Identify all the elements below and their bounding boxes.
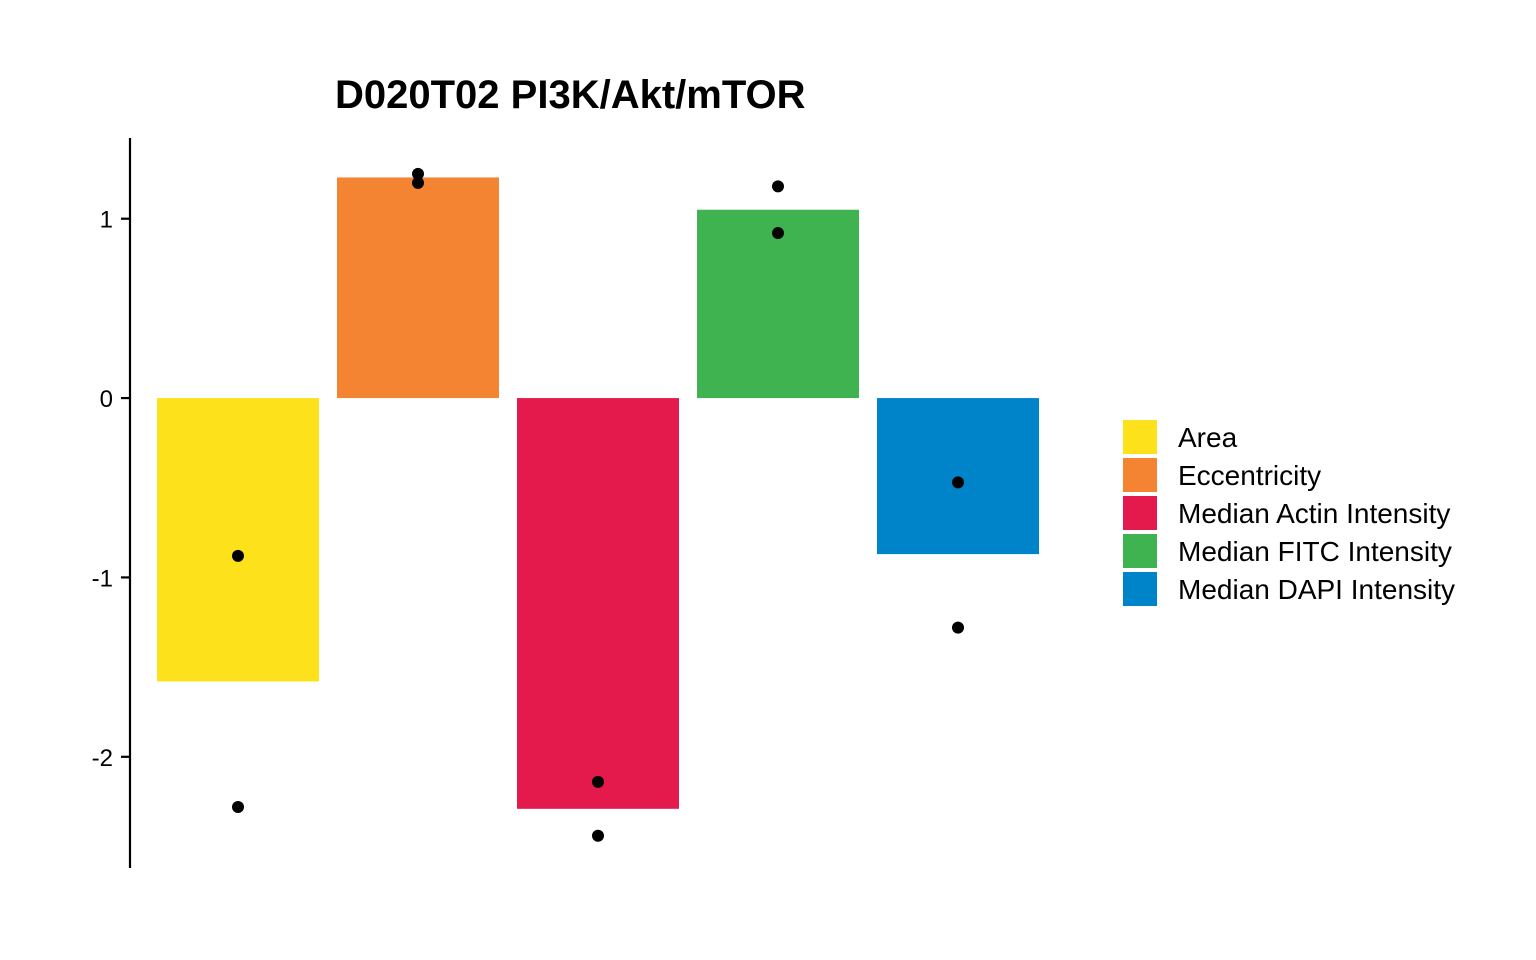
legend-label-eccentricity: Eccentricity (1178, 460, 1321, 491)
bar-median-dapi-intensity (877, 398, 1039, 555)
legend-key-median-actin-intensity (1123, 496, 1157, 530)
y-tick-label: 0 (100, 386, 113, 413)
data-point-median-fitc-intensity-1 (772, 180, 784, 193)
legend-key-eccentricity (1123, 458, 1157, 492)
data-point-median-dapi-intensity-1 (952, 476, 964, 489)
points-group (232, 167, 964, 842)
y-axis: -2 -1 0 1 (92, 138, 132, 868)
bar-area (157, 398, 319, 682)
data-point-median-dapi-intensity-2 (952, 621, 964, 634)
bar-median-fitc-intensity (697, 209, 859, 399)
data-point-area-1 (232, 549, 244, 562)
bars-group (157, 177, 1039, 809)
bar-eccentricity (337, 177, 499, 399)
y-tick-label: -2 (92, 745, 113, 772)
legend: Area Eccentricity Median Actin Intensity Me… (1123, 420, 1455, 606)
data-point-area-2 (232, 801, 244, 814)
bar-median-actin-intensity (517, 398, 679, 809)
legend-key-median-dapi-intensity (1123, 572, 1157, 606)
data-point-eccentricity-1 (412, 167, 424, 180)
chart-title: D020T02 PI3K/Akt/mTOR (335, 73, 806, 117)
legend-key-area (1123, 420, 1157, 454)
legend-label-area: Area (1178, 422, 1238, 453)
data-point-median-fitc-intensity-2 (772, 227, 784, 240)
data-point-eccentricity-2 (412, 176, 424, 189)
data-point-median-actin-intensity-2 (592, 829, 604, 842)
legend-label-median-fitc-intensity: Median FITC Intensity (1178, 536, 1452, 567)
y-tick-label: -1 (92, 565, 113, 592)
y-tick-label: 1 (100, 207, 113, 234)
legend-label-median-actin-intensity: Median Actin Intensity (1178, 498, 1450, 529)
legend-label-median-dapi-intensity: Median DAPI Intensity (1178, 574, 1455, 605)
legend-key-median-fitc-intensity (1123, 534, 1157, 568)
data-point-median-actin-intensity-1 (592, 775, 604, 788)
